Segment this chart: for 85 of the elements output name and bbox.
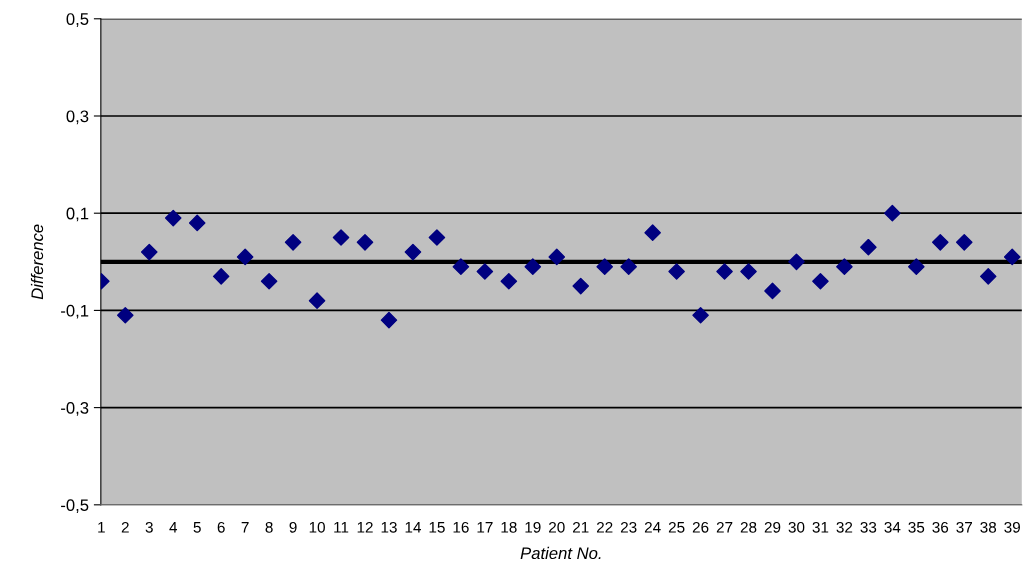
point: [380, 311, 398, 329]
x-tick-label: 4: [169, 522, 178, 533]
point: [476, 263, 494, 280]
point: [212, 268, 230, 285]
point: [308, 292, 326, 309]
x-tick-label: 1: [98, 522, 105, 533]
point: [116, 306, 134, 324]
x-axis-title: Patient No.: [520, 546, 601, 560]
point: [955, 234, 973, 251]
point: [644, 224, 661, 241]
x-tick-label: 5: [193, 522, 201, 533]
x-tick-label: 8: [265, 521, 273, 533]
y-tick-label: -0,5: [61, 499, 89, 513]
point: [716, 263, 733, 280]
point: [884, 204, 901, 222]
point: [860, 238, 877, 256]
x-tick-label: 18: [501, 521, 517, 533]
point: [692, 306, 709, 324]
x-tick-label: 6: [217, 521, 225, 533]
x-tick-label: 30: [788, 521, 805, 533]
point: [236, 248, 254, 266]
x-tick-label: 15: [429, 522, 445, 533]
x-tick-label: 3: [145, 521, 153, 533]
x-tick-label: 35: [908, 521, 925, 533]
x-tick-label: 16: [453, 521, 469, 533]
x-tick-label: 39: [1004, 521, 1020, 533]
point: [548, 248, 566, 266]
y-tick-label: -0,1: [61, 304, 89, 319]
x-tick-label: 28: [740, 521, 757, 533]
y-tick-label: 0,5: [66, 13, 89, 27]
x-tick-label: 32: [836, 521, 853, 533]
point: [404, 243, 422, 261]
y-tick-label: -0,3: [61, 402, 89, 416]
point: [596, 258, 614, 275]
point: [764, 282, 781, 300]
point: [332, 229, 350, 246]
point: [740, 263, 757, 280]
point: [188, 214, 206, 232]
y-tick-label: 0,3: [66, 110, 89, 125]
x-tick-label: 13: [381, 521, 397, 533]
x-tick-label: 34: [884, 521, 901, 533]
point: [452, 258, 470, 275]
point: [812, 272, 829, 290]
point: [836, 258, 853, 275]
point: [140, 243, 158, 261]
point: [1003, 248, 1021, 266]
x-tick-label: 23: [620, 521, 637, 533]
point: [979, 268, 997, 285]
point: [620, 258, 637, 275]
point: [931, 234, 949, 251]
x-tick-label: 2: [121, 521, 129, 533]
x-tick-label: 21: [573, 521, 589, 533]
x-tick-label: 22: [596, 521, 613, 533]
x-tick-label: 38: [980, 521, 997, 533]
x-tick-label: 37: [956, 521, 972, 533]
x-tick-label: 29: [764, 521, 781, 533]
point: [668, 263, 685, 280]
x-tick-label: 7: [241, 522, 249, 533]
x-tick-label: 31: [812, 521, 829, 533]
point: [260, 272, 278, 290]
x-tick-label: 17: [477, 522, 493, 533]
point: [500, 272, 518, 290]
x-tick-label: 25: [668, 521, 685, 533]
x-tick-label: 19: [525, 521, 541, 533]
y-axis-title: Difference: [30, 224, 44, 300]
point: [428, 229, 446, 246]
point: [356, 234, 374, 251]
x-tick-label: 11: [334, 522, 349, 533]
x-tick-label: 24: [644, 521, 661, 533]
x-tick-label: 33: [860, 521, 877, 533]
point: [284, 234, 302, 251]
x-tick-label: 9: [289, 521, 297, 533]
point: [572, 277, 590, 295]
x-tick-label: 27: [716, 521, 733, 533]
x-tick-label: 14: [405, 522, 421, 533]
x-tick-label: 36: [932, 521, 949, 533]
point: [524, 258, 542, 275]
point: [908, 258, 925, 275]
x-tick-label: 12: [357, 521, 373, 533]
x-tick-label: 26: [692, 521, 709, 533]
x-tick-label: 20: [549, 521, 565, 533]
point: [788, 253, 805, 271]
x-tick-label: 10: [309, 521, 325, 533]
point: [164, 209, 182, 227]
y-tick-label: 0,1: [66, 207, 89, 222]
